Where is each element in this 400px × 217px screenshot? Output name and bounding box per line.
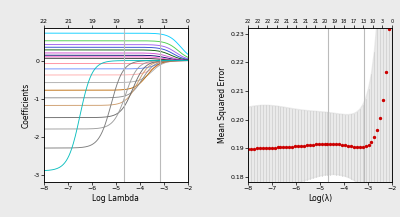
Y-axis label: Coefficients: Coefficients [22,83,31,128]
X-axis label: Log(λ): Log(λ) [308,194,332,203]
X-axis label: Log Lambda: Log Lambda [92,194,139,203]
Y-axis label: Mean Squared Error: Mean Squared Error [218,67,227,143]
